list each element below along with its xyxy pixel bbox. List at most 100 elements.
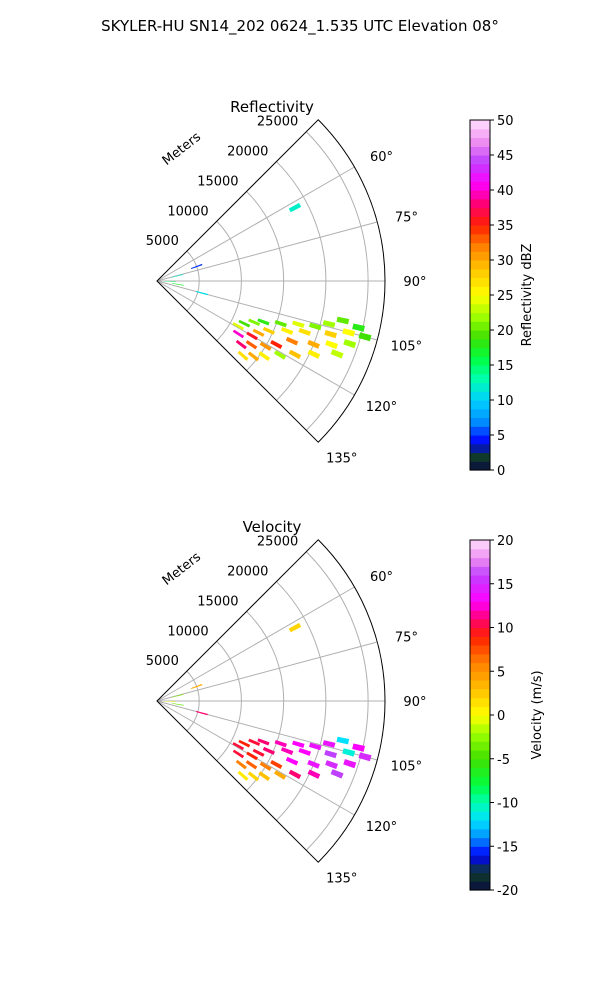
data-cell	[336, 736, 350, 745]
colorbar-segment	[470, 128, 490, 139]
range-tick-label: 5000	[146, 234, 179, 249]
data-cell	[307, 759, 320, 769]
reflectivity-colorbar-label: Reflectivity dBZ	[520, 244, 535, 347]
reflectivity-axis-labels: 5000 10000 15000 20000 25000 60° 75° 90° 105° 120…	[146, 115, 427, 467]
data-cell	[352, 323, 365, 332]
colorbar-segment	[470, 793, 490, 804]
azimuth-tick-label: 135°	[326, 452, 357, 467]
data-cell	[232, 749, 245, 759]
colorbar-segment	[470, 356, 490, 366]
colorbar-segment	[470, 198, 490, 209]
colorbar-tick-label: -5	[497, 753, 510, 768]
colorbar-segment	[470, 548, 490, 559]
colorbar-segment	[470, 863, 490, 874]
velocity-title: Velocity	[243, 518, 302, 536]
colorbar-segment	[470, 837, 490, 847]
data-cell	[358, 752, 372, 762]
data-cell	[330, 349, 344, 359]
data-cell	[247, 771, 260, 782]
colorbar-tick-label: 10	[497, 622, 514, 637]
data-cell	[248, 738, 261, 746]
data-cell	[342, 748, 356, 757]
colorbar-segment	[470, 828, 490, 839]
azimuth-spoke	[156, 221, 378, 282]
azimuth-spoke	[156, 280, 378, 341]
data-cell	[247, 351, 260, 362]
colorbar-segment	[470, 435, 490, 445]
colorbar-tick-label: 25	[497, 289, 514, 304]
range-tick-label: 25000	[257, 115, 298, 130]
data-cell	[171, 283, 184, 286]
data-cell	[232, 329, 245, 339]
colorbar-segment	[470, 155, 490, 165]
data-cell	[298, 747, 312, 756]
colorbar-segment	[470, 268, 490, 279]
colorbar-tick-label: 15	[497, 359, 514, 374]
data-cell	[288, 349, 302, 360]
azimuth-tick-label: 60°	[370, 150, 393, 165]
data-cell	[238, 319, 251, 328]
colorbar-segment	[470, 163, 490, 174]
data-cell	[330, 769, 344, 779]
data-cell	[232, 322, 245, 331]
colorbar-tick-label: 40	[497, 184, 514, 199]
azimuth-spoke	[156, 700, 378, 761]
colorbar-segment	[470, 303, 490, 314]
colorbar-segment	[470, 233, 490, 244]
colorbar-segment	[470, 715, 490, 725]
colorbar-segment	[470, 610, 490, 620]
data-cell	[343, 759, 357, 769]
colorbar-segment	[470, 260, 490, 270]
colorbar-segment	[470, 391, 490, 401]
range-tick-label: 10000	[167, 204, 208, 219]
colorbar-segment	[470, 811, 490, 821]
data-cell	[280, 747, 294, 755]
colorbar-segment	[470, 373, 490, 384]
colorbar-segment	[470, 636, 490, 646]
data-cell	[246, 331, 258, 341]
colorbar-segment	[470, 618, 490, 629]
azimuth-spoke	[156, 641, 378, 702]
colorbar-segment	[470, 400, 490, 410]
colorbar-tick-label: 20	[497, 534, 514, 549]
velocity-polar-grid	[156, 539, 386, 863]
range-tick-label: 15000	[197, 174, 238, 189]
colorbar-segment	[470, 120, 490, 130]
colorbar-segment	[470, 872, 490, 882]
colorbar-segment	[470, 146, 490, 156]
velocity-range-label: Meters	[160, 550, 204, 589]
colorbar-segment	[470, 540, 490, 550]
colorbar-segment	[470, 706, 490, 716]
colorbar-tick-label: 35	[497, 219, 514, 234]
colorbar-segment	[470, 723, 490, 734]
azimuth-tick-label: 105°	[391, 340, 422, 355]
data-cell	[288, 622, 302, 633]
sector-outline	[156, 119, 386, 443]
colorbar-segment	[470, 592, 490, 602]
data-cell	[358, 332, 372, 342]
colorbar-segment	[470, 575, 490, 585]
colorbar-segment	[470, 662, 490, 672]
data-cell	[163, 281, 176, 282]
data-cell	[258, 771, 271, 782]
colorbar-segment	[470, 671, 490, 681]
colorbar-tick-label: 50	[497, 114, 514, 129]
data-cell	[324, 330, 338, 339]
velocity-field	[163, 622, 372, 782]
data-cell	[292, 320, 305, 328]
data-cell	[252, 328, 265, 337]
data-cell	[190, 263, 203, 270]
data-cell	[259, 341, 272, 351]
data-cell	[252, 748, 265, 757]
range-tick-label: 25000	[257, 535, 298, 550]
azimuth-tick-label: 135°	[326, 872, 357, 887]
colorbar-segment	[470, 216, 490, 226]
data-cell	[237, 350, 249, 361]
colorbar-segment	[470, 321, 490, 331]
data-cell	[308, 742, 322, 751]
data-cell	[288, 202, 302, 213]
range-tick-label: 15000	[197, 594, 238, 609]
colorbar-segment	[470, 277, 490, 287]
reflectivity-title: Reflectivity	[230, 98, 314, 116]
